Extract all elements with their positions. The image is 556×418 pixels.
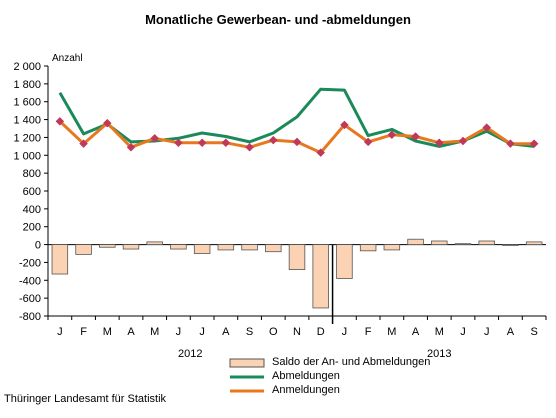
anmeldungen-marker (458, 136, 468, 146)
anmeldungen-marker (387, 130, 397, 140)
anmeldungen-marker (506, 139, 515, 149)
saldo-bar (383, 244, 401, 251)
y-tick-label: 200 (23, 222, 41, 234)
x-tick-label: J (342, 326, 348, 338)
saldo-bar (51, 244, 69, 275)
anmeldungen-marker (102, 118, 112, 128)
saldo-bar (431, 240, 448, 245)
saldo-bar (99, 244, 116, 248)
legend-label-saldo: Saldo der An- und Abmeldungen (272, 356, 431, 368)
year-label: 2013 (427, 348, 451, 360)
saldo-bar (454, 243, 472, 245)
y-tick-label: 1 200 (13, 132, 41, 144)
x-tick-label: J (57, 326, 63, 338)
y-tick-label: -200 (19, 257, 41, 269)
saldo-bar (407, 238, 424, 245)
x-tick-label: J (460, 326, 466, 338)
y-tick-label: 600 (23, 186, 41, 198)
legend-label-anmeldungen: Anmeldungen (272, 384, 340, 396)
x-tick-label: D (317, 326, 325, 338)
x-tick-label: A (127, 326, 135, 338)
legend-swatch-saldo (229, 358, 265, 368)
saldo-bar (75, 244, 92, 255)
x-tick-label: J (484, 326, 490, 338)
x-tick-label: S (530, 326, 537, 338)
x-tick-label: F (80, 326, 87, 338)
anmeldungen-marker (434, 138, 444, 148)
anmeldungen-marker (292, 137, 302, 147)
y-tick-label: 800 (23, 168, 41, 180)
x-tick-label: J (176, 326, 182, 338)
y-tick-label: 1 800 (13, 79, 41, 91)
anmeldungen-marker (150, 133, 160, 143)
x-tick-label: M (150, 326, 159, 338)
x-tick-label: A (507, 326, 515, 338)
y-axis-label: Anzahl (52, 53, 83, 64)
legend-swatch-abmeldungen (230, 375, 264, 379)
saldo-bar (193, 244, 211, 254)
anmeldungen-marker (174, 138, 183, 148)
anmeldungen-marker (126, 142, 136, 152)
x-tick-label: O (269, 326, 278, 338)
anmeldungen-marker (245, 142, 254, 152)
x-tick-label: M (103, 326, 112, 338)
x-tick-label: A (412, 326, 420, 338)
anmeldungen-marker (529, 139, 539, 149)
x-tick-label: A (222, 326, 230, 338)
y-tick-label: 0 (35, 240, 41, 252)
y-tick-label: -800 (19, 311, 41, 323)
chart-title: Monatliche Gewerbean- und -abmeldungen (145, 12, 411, 27)
x-tick-label: S (246, 326, 253, 338)
anmeldungen-marker (363, 137, 373, 147)
source-note: Thüringer Landesamt für Statistik (4, 393, 167, 405)
saldo-bar (502, 244, 519, 246)
saldo-bar (288, 244, 306, 270)
y-tick-label: 1 600 (13, 97, 41, 109)
saldo-bar (359, 244, 377, 252)
x-tick-label: N (293, 326, 301, 338)
saldo-bar (170, 244, 187, 250)
saldo-bar (312, 244, 329, 309)
x-tick-label: M (387, 326, 396, 338)
saldo-bar (478, 240, 495, 245)
anmeldungen-marker (79, 139, 88, 149)
anmeldungen-marker (268, 135, 278, 145)
saldo-bar (336, 244, 353, 279)
saldo-bar (265, 244, 282, 253)
saldo-bar (217, 244, 235, 251)
anmeldungen-marker (316, 148, 326, 157)
saldo-bar (146, 241, 163, 245)
x-tick-label: J (199, 326, 205, 338)
x-tick-label: M (435, 326, 444, 338)
y-tick-label: 1 000 (13, 150, 41, 162)
anmeldungen-marker (221, 138, 231, 148)
anmeldungen-marker (340, 120, 349, 130)
saldo-bar (122, 244, 140, 250)
year-label: 2012 (178, 348, 202, 360)
anmeldungen-marker (411, 132, 420, 141)
saldo-bar (525, 241, 543, 245)
anmeldungen-marker (482, 123, 492, 132)
legend-swatch-anmeldungen (230, 389, 264, 393)
y-tick-label: 1 400 (13, 115, 41, 127)
y-tick-label: -600 (19, 293, 41, 305)
anmeldungen-marker (197, 138, 207, 148)
x-tick-label: F (365, 326, 372, 338)
anmeldungen-marker (55, 117, 65, 126)
y-tick-label: -400 (19, 275, 41, 287)
legend-label-abmeldungen: Abmeldungen (272, 370, 340, 382)
saldo-bar (241, 244, 258, 251)
y-tick-label: 2 000 (13, 61, 41, 73)
y-tick-label: 400 (23, 204, 41, 216)
